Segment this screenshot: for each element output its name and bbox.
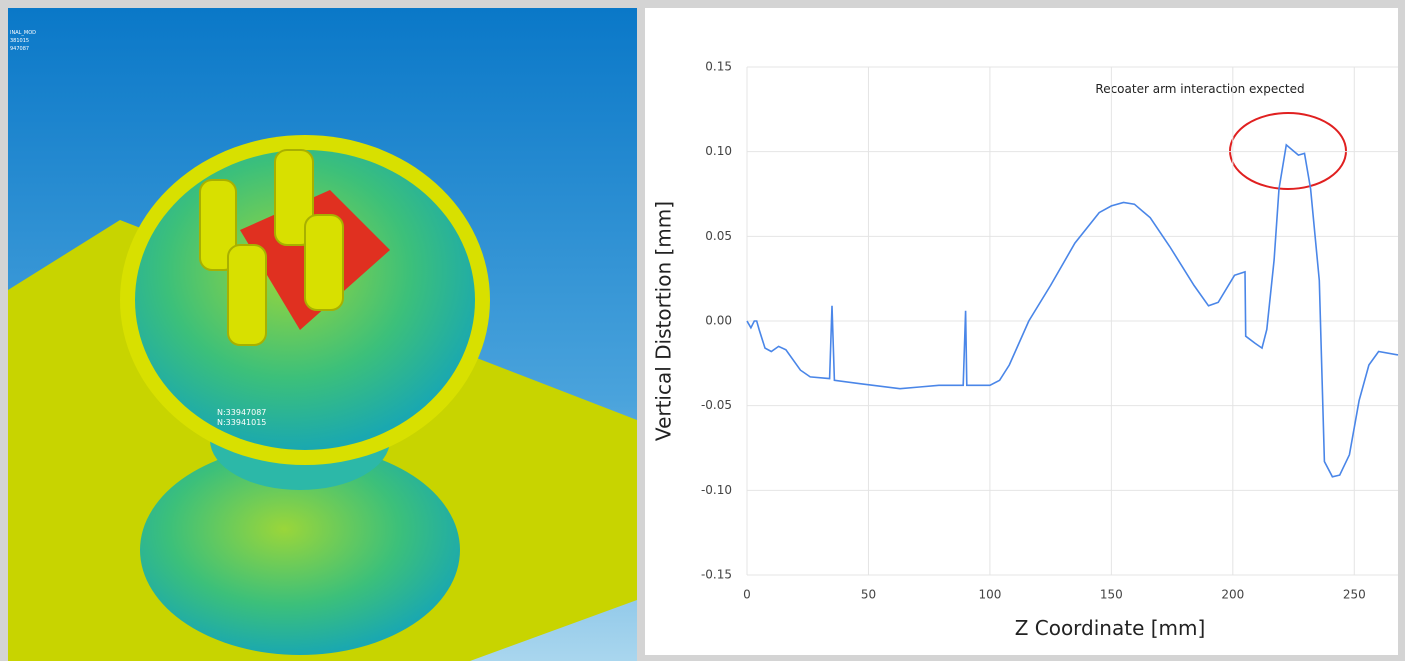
y-tick-label: 0.00 [705, 314, 732, 328]
y-tick-label: 0.05 [705, 229, 732, 243]
render: INAL_MOD 381015 947087 N:33947087 N:3394… [8, 8, 637, 661]
y-tick-label: -0.15 [701, 568, 732, 582]
x-tick-label: 150 [1100, 588, 1123, 602]
corner-label: 947087 [10, 46, 29, 52]
y-tick-label: 0.10 [705, 144, 732, 158]
y-tick-label: -0.10 [701, 483, 732, 497]
x-tick-label: 50 [861, 588, 876, 602]
x-axis-label: Z Coordinate [mm] [1015, 616, 1206, 640]
corner-label: 381015 [10, 38, 29, 44]
y-axis-label: Vertical Distortion [mm] [652, 201, 676, 441]
node-label: N:33941015 [217, 418, 266, 427]
x-tick-label: 100 [978, 588, 1001, 602]
y-tick-label: 0.15 [705, 60, 732, 74]
chart-area [645, 8, 1398, 655]
corner-label: INAL_MOD [10, 30, 36, 36]
annotation: Recoater arm interaction expected [1095, 82, 1304, 96]
x-tick-label: 250 [1343, 588, 1366, 602]
x-tick-label: 200 [1221, 588, 1244, 602]
page: INAL_MOD 381015 947087 N:33947087 N:3394… [0, 0, 1405, 661]
x-tick-label: 0 [743, 588, 751, 602]
screen: INAL_MOD 381015 947087 N:33947087 N:3394… [0, 0, 1405, 661]
node-label: N:33947087 [217, 408, 266, 417]
y-tick-label: -0.05 [701, 398, 732, 412]
